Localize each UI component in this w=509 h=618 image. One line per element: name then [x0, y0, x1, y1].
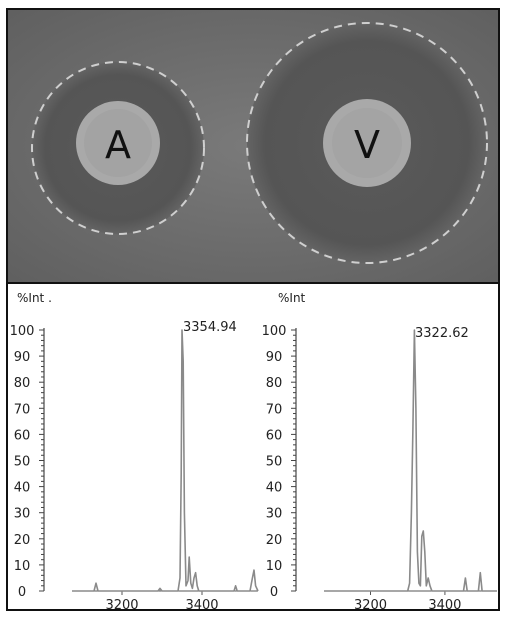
y-tick-label-right: 20 [266, 533, 283, 548]
well-label-v: V [354, 123, 380, 167]
y-tick-label-right: 30 [266, 507, 283, 522]
well-disc-a-inner [84, 109, 152, 177]
y-tick-label-left: 20 [14, 533, 31, 548]
spectrum-trace-right [324, 329, 497, 592]
y-tick-label-right: 0 [270, 585, 278, 600]
spectrum-trace-left [72, 329, 259, 592]
y-axis-title-right: %Int [278, 291, 306, 305]
y-tick-label-right: 50 [266, 455, 283, 470]
y-tick-label-right: 70 [266, 402, 283, 417]
y-tick-label-right: 10 [266, 559, 283, 574]
y-tick-label-right: 60 [266, 428, 283, 443]
y-tick-label-left: 60 [14, 428, 31, 443]
y-tick-label-left: 80 [14, 376, 31, 391]
y-tick-label-left: 40 [14, 481, 31, 496]
y-tick-label-left: 30 [14, 507, 31, 522]
y-tick-label-left: 90 [14, 350, 31, 365]
y-tick-label-left: 10 [14, 559, 31, 574]
peak-label-left: 3354.94 [183, 320, 237, 335]
well-label-a: A [105, 123, 131, 167]
peak-label-right: 3322.62 [415, 326, 469, 341]
y-tick-label-left: 0 [18, 585, 26, 600]
y-tick-label-left: 50 [14, 455, 31, 470]
y-tick-label-right: 100 [262, 324, 287, 339]
well-a: A [31, 61, 205, 235]
y-axis-title-left: %Int . [17, 291, 52, 305]
y-tick-label-left: 100 [10, 324, 35, 339]
y-tick-label-right: 40 [266, 481, 283, 496]
plate-photo: A V [8, 10, 498, 282]
y-tick-label-right: 80 [266, 376, 283, 391]
y-tick-label-left: 70 [14, 402, 31, 417]
figure-frame [6, 8, 500, 611]
well-v: V [246, 22, 488, 264]
zone-boundary-a [31, 61, 205, 235]
well-disc-v-inner [332, 108, 402, 178]
y-tick-label-right: 90 [266, 350, 283, 365]
zone-boundary-v [246, 22, 488, 264]
